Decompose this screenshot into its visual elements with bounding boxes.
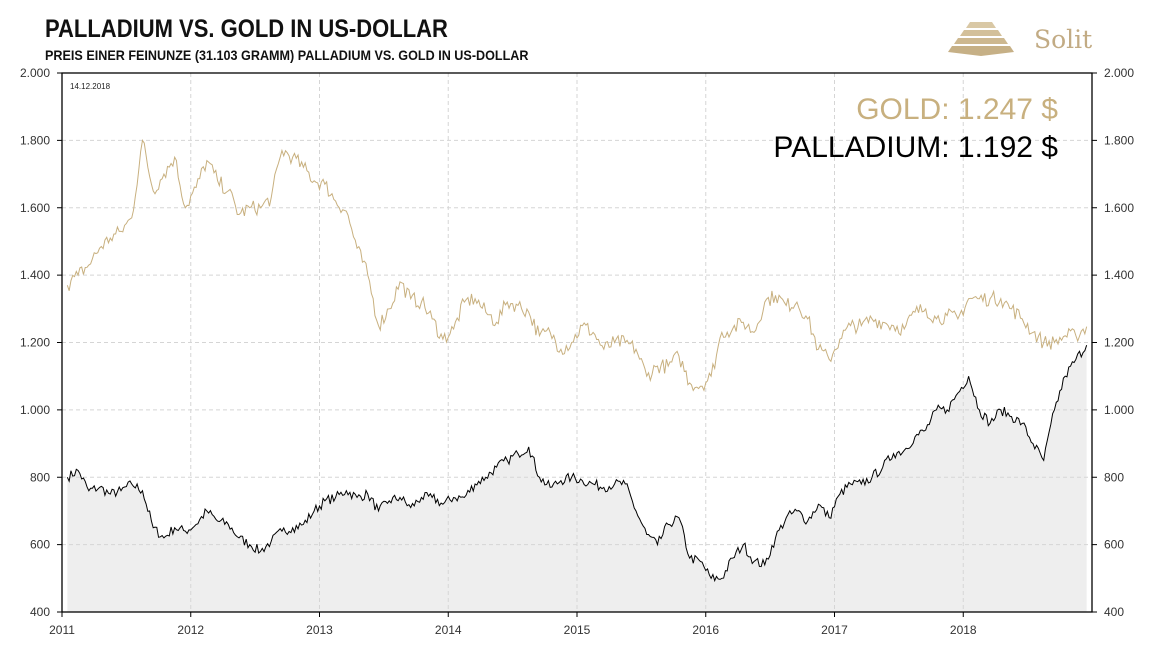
y-tick-label-right: 1.800 [1104,133,1134,147]
x-tick-label: 2014 [435,623,462,637]
palladium-line [66,345,1088,583]
x-tick-label: 2013 [306,623,333,637]
palladium-area [67,345,1087,612]
plot-frame [61,72,1093,613]
y-tick-label-left: 400 [30,605,50,619]
y-tick-label-left: 1.200 [20,336,50,350]
chart-subtitle: PREIS EINER FEINUNZE (31.103 GRAMM) PALL… [45,47,529,63]
gold-current-value: GOLD: 1.247 $ [856,93,1058,126]
gold-line [66,139,1088,392]
y-tick-label-right: 2.000 [1104,66,1134,80]
logo-text: Solit [1034,24,1093,54]
y-tick-label-right: 800 [1104,470,1124,484]
x-tick-label: 2015 [564,623,591,637]
y-tick-label-left: 1.000 [20,403,50,417]
y-tick-label-right: 400 [1104,605,1124,619]
solit-logo: Solit [948,22,1092,56]
y-tick-label-left: 1.600 [20,201,50,215]
x-tick-label: 2011 [49,623,75,637]
y-tick-label-left: 2.000 [20,66,50,80]
y-tick-label-right: 600 [1104,538,1124,552]
x-tick-label: 2012 [177,623,204,637]
y-tick-label-left: 800 [30,470,50,484]
chart-title: PALLADIUM VS. GOLD IN US-DOLLAR [45,15,448,43]
x-tick-label: 2018 [950,623,977,637]
y-tick-label-left: 600 [30,538,50,552]
y-tick-label-right: 1.200 [1104,336,1134,350]
date-label: 14.12.2018 [70,82,111,91]
y-tick-label-right: 1.000 [1104,403,1134,417]
y-tick-label-left: 1.800 [20,133,50,147]
y-tick-label-left: 1.400 [20,268,50,282]
palladium-current-value: PALLADIUM: 1.192 $ [773,131,1058,164]
y-tick-label-right: 1.600 [1104,201,1134,215]
x-tick-label: 2017 [821,623,848,637]
pyramid-icon [948,22,1014,56]
x-tick-label: 2016 [692,623,719,637]
y-tick-label-right: 1.400 [1104,268,1134,282]
